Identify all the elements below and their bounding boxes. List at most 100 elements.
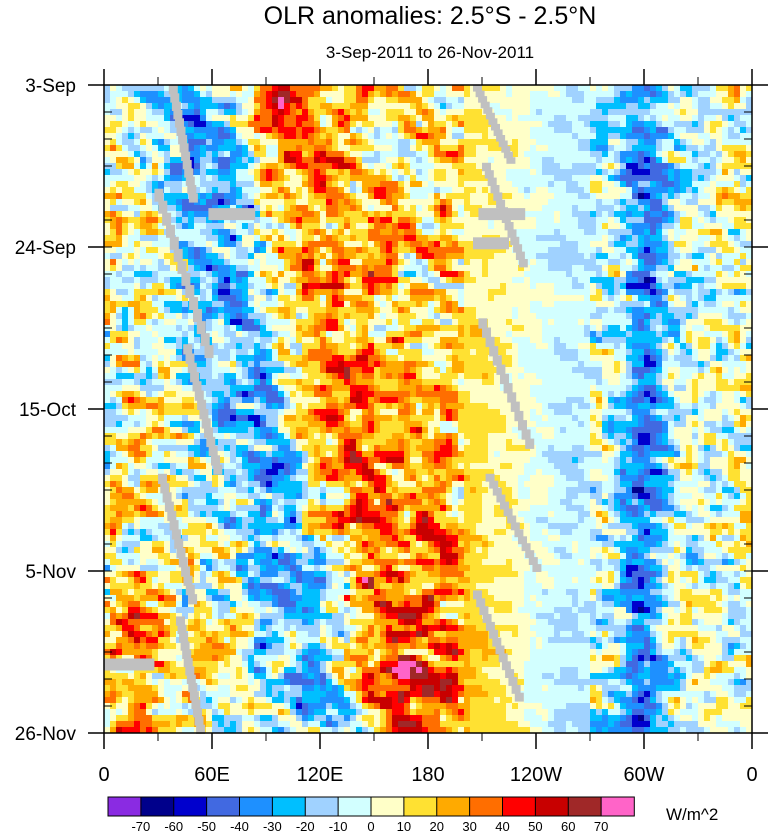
heatmap-cell	[170, 283, 177, 290]
heatmap-cell	[242, 109, 249, 116]
heatmap-cell	[416, 325, 423, 332]
heatmap-cell	[470, 289, 477, 296]
heatmap-cell	[590, 169, 597, 176]
heatmap-cell	[416, 175, 423, 182]
heatmap-cell	[680, 337, 687, 344]
heatmap-cell	[710, 283, 717, 290]
heatmap-cell	[284, 277, 291, 284]
heatmap-cell	[410, 217, 417, 224]
heatmap-cell	[494, 151, 501, 158]
heatmap-cell	[164, 319, 171, 326]
heatmap-cell	[662, 169, 669, 176]
heatmap-cell	[284, 103, 291, 110]
heatmap-cell	[578, 145, 585, 152]
heatmap-cell	[698, 85, 705, 92]
heatmap-cell	[560, 175, 567, 182]
heatmap-cell	[728, 289, 735, 296]
heatmap-cell	[680, 253, 687, 260]
heatmap-cell	[248, 133, 255, 140]
heatmap-cell	[230, 361, 237, 368]
heatmap-cell	[182, 295, 189, 302]
heatmap-cell	[350, 187, 357, 194]
heatmap-cell	[644, 121, 651, 128]
heatmap-cell	[380, 175, 387, 182]
heatmap-cell	[368, 265, 375, 272]
heatmap-cell	[434, 157, 441, 164]
heatmap-cell	[494, 181, 501, 188]
heatmap-cell	[404, 133, 411, 140]
heatmap-cell	[482, 193, 489, 200]
heatmap-cell	[308, 127, 315, 134]
heatmap-cell	[710, 337, 717, 344]
heatmap-cell	[230, 235, 237, 242]
heatmap-cell	[272, 223, 279, 230]
heatmap-cell	[134, 337, 141, 344]
heatmap-cell	[224, 331, 231, 338]
heatmap-cell	[488, 355, 495, 362]
heatmap-cell	[560, 307, 567, 314]
heatmap-cell	[158, 115, 165, 122]
heatmap-cell	[338, 193, 345, 200]
heatmap-cell	[656, 133, 663, 140]
heatmap-cell	[164, 91, 171, 98]
heatmap-cell	[500, 253, 507, 260]
heatmap-cell	[230, 115, 237, 122]
heatmap-cell	[518, 133, 525, 140]
heatmap-cell	[320, 325, 327, 332]
heatmap-cell	[368, 157, 375, 164]
heatmap-cell	[374, 301, 381, 308]
heatmap-cell	[368, 103, 375, 110]
heatmap-cell	[416, 139, 423, 146]
heatmap-cell	[728, 259, 735, 266]
heatmap-cell	[272, 241, 279, 248]
heatmap-cell	[482, 145, 489, 152]
heatmap-cell	[590, 211, 597, 218]
heatmap-cell	[200, 247, 207, 254]
heatmap-cell	[332, 175, 339, 182]
heatmap-cell	[482, 127, 489, 134]
heatmap-cell	[194, 169, 201, 176]
heatmap-cell	[596, 151, 603, 158]
heatmap-cell	[314, 217, 321, 224]
heatmap-cell	[560, 229, 567, 236]
heatmap-cell	[746, 337, 753, 344]
heatmap-cell	[254, 133, 261, 140]
heatmap-cell	[524, 193, 531, 200]
heatmap-cell	[404, 355, 411, 362]
heatmap-cell	[494, 271, 501, 278]
heatmap-cell	[656, 205, 663, 212]
heatmap-cell	[668, 301, 675, 308]
heatmap-cell	[410, 169, 417, 176]
heatmap-cell	[338, 175, 345, 182]
heatmap-cell	[248, 139, 255, 146]
heatmap-cell	[290, 193, 297, 200]
heatmap-cell	[284, 349, 291, 356]
heatmap-cell	[524, 337, 531, 344]
heatmap-cell	[716, 217, 723, 224]
heatmap-cell	[602, 349, 609, 356]
heatmap-cell	[590, 121, 597, 128]
heatmap-cell	[326, 217, 333, 224]
heatmap-cell	[656, 223, 663, 230]
heatmap-cell	[392, 199, 399, 206]
heatmap-cell	[140, 271, 147, 278]
heatmap-cell	[608, 229, 615, 236]
heatmap-cell	[578, 109, 585, 116]
heatmap-cell	[170, 217, 177, 224]
heatmap-cell	[548, 265, 555, 272]
heatmap-cell	[668, 175, 675, 182]
heatmap-cell	[302, 319, 309, 326]
heatmap-cell	[512, 319, 519, 326]
heatmap-cell	[230, 331, 237, 338]
heatmap-cell	[452, 169, 459, 176]
heatmap-cell	[698, 319, 705, 326]
heatmap-cell	[362, 295, 369, 302]
heatmap-cell	[512, 325, 519, 332]
heatmap-cell	[278, 157, 285, 164]
heatmap-cell	[218, 193, 225, 200]
heatmap-cell	[740, 223, 747, 230]
heatmap-cell	[314, 283, 321, 290]
heatmap-cell	[614, 337, 621, 344]
heatmap-cell	[350, 355, 357, 362]
